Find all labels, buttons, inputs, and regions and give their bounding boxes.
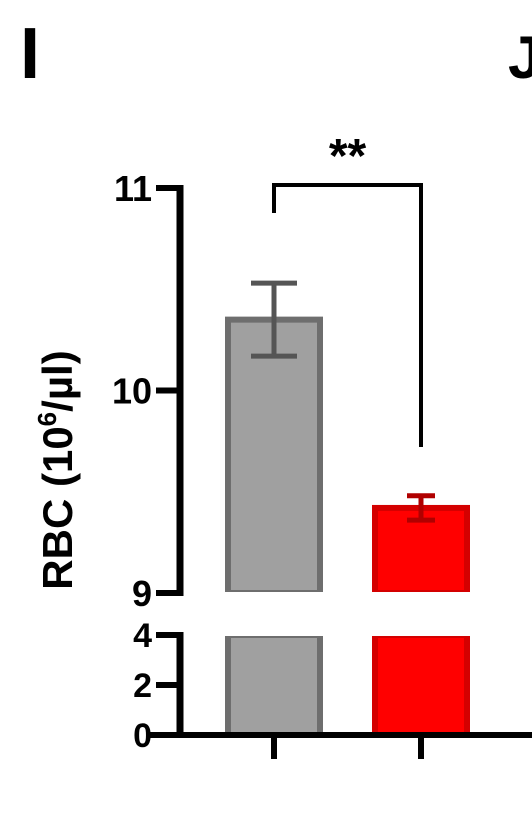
next-panel-label: J (508, 24, 532, 91)
axis-break-gap-1 (222, 592, 326, 636)
bar-lower-1 (225, 632, 323, 738)
axis-break-gap-2 (369, 592, 473, 636)
y-axis-label: RBC (106/µl) (32, 350, 81, 589)
y-tick-label-upper-11: 11 (114, 168, 152, 209)
y-tick-label-upper-9: 9 (132, 573, 152, 614)
y-tick-label-lower-4: 4 (133, 617, 152, 655)
y-tick-label-lower-2: 2 (133, 667, 152, 705)
y-tick-label-upper-10: 10 (112, 370, 152, 411)
significance-label: ** (329, 130, 367, 183)
bar-lower-2 (372, 632, 470, 738)
y-axis-label-tail: /µl) (34, 350, 81, 412)
y-axis-label-main: RBC (10 (34, 426, 81, 589)
panel-label: I (20, 14, 40, 94)
plot-area: 9 10 11 0 2 4 ** (112, 130, 532, 759)
significance-bracket (272, 183, 423, 447)
bar-upper-1 (225, 316, 323, 596)
y-tick-label-lower-0: 0 (133, 717, 152, 755)
y-axis-label-sup: 6 (32, 412, 62, 426)
